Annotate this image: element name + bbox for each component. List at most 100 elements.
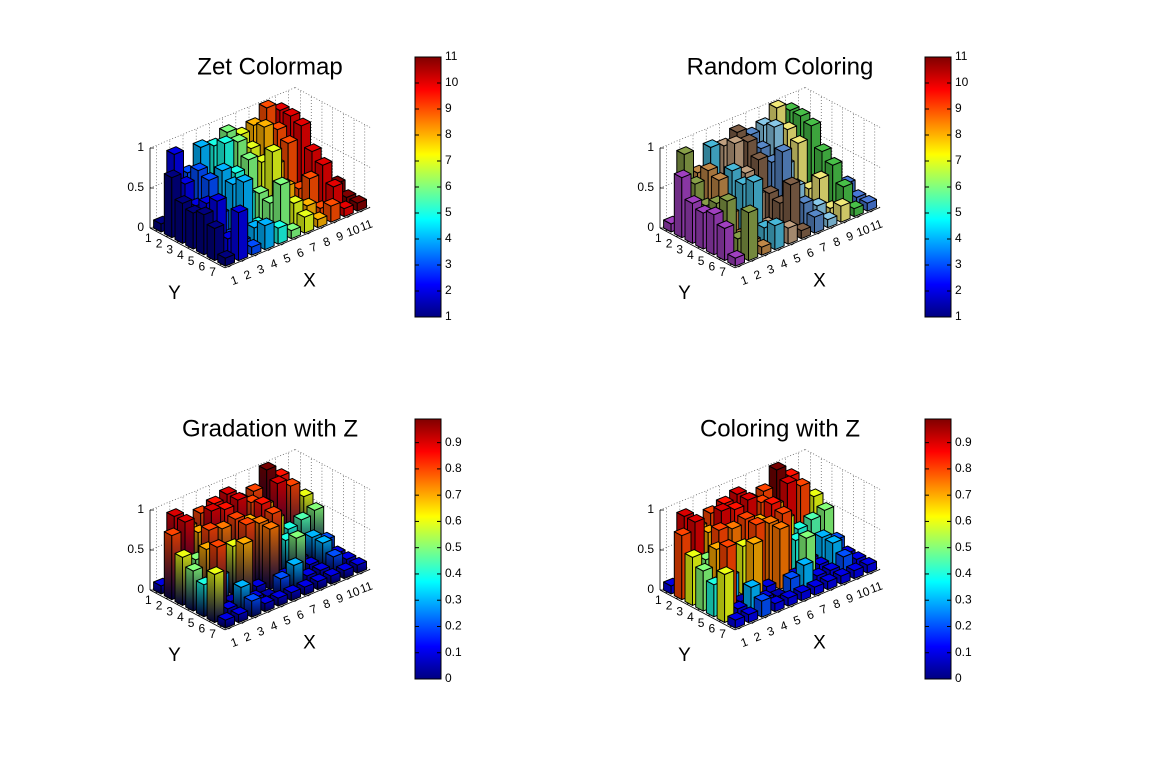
x-tick-label: 6 [805, 607, 816, 623]
chart-title: Gradation with Z [182, 415, 358, 442]
bar [740, 606, 759, 624]
colorbar-tick-label: 6 [955, 179, 962, 193]
z-tick-label: 0 [137, 220, 144, 234]
colorbar-tick-label: 4 [445, 231, 452, 245]
x-tick-label: 3 [765, 624, 776, 640]
y-tick-label: 2 [666, 599, 673, 613]
colorbar-tick-label: 0.9 [955, 435, 972, 449]
y-tick-label: 3 [166, 242, 173, 256]
z-tick-label: 1 [647, 502, 654, 516]
z-tick-label: 0.5 [127, 180, 144, 194]
x-tick-label: 8 [321, 596, 332, 612]
y-tick-label: 4 [687, 248, 694, 262]
bar [859, 194, 877, 212]
colorbar-tick-label: 0.3 [445, 592, 462, 606]
colorbar-tick-label: 0.4 [445, 566, 462, 580]
colorbar-tick-label: 0.5 [955, 540, 972, 554]
colorbar-tick-label: 0.1 [445, 645, 462, 659]
y-axis-label: Y [168, 645, 181, 666]
y-axis-label: Y [678, 645, 691, 666]
x-tick-label: 8 [831, 234, 842, 250]
x-tick-label: 11 [358, 579, 375, 597]
y-tick-label: 1 [145, 593, 152, 607]
colorbar-tick-label: 1 [445, 309, 452, 323]
x-axis-label: X [303, 633, 316, 654]
bar [349, 194, 367, 212]
x-tick-label: 10 [854, 222, 872, 240]
x-tick-label: 9 [334, 591, 345, 607]
bar [716, 566, 735, 623]
y-tick-label: 2 [666, 237, 673, 251]
x-axis-label: X [813, 271, 826, 292]
grid-line [659, 449, 806, 511]
bar [716, 220, 735, 261]
x-tick-label: 3 [765, 262, 776, 278]
colorbar-tick-label: 3 [445, 257, 452, 271]
x-tick-label: 5 [281, 251, 292, 267]
y-axis-label: Y [168, 283, 181, 304]
x-tick-label: 1 [229, 273, 240, 289]
y-tick-label: 5 [698, 254, 705, 268]
x-tick-label: 4 [268, 256, 279, 272]
y-tick-label: 6 [199, 260, 206, 274]
x-tick-label: 8 [321, 234, 332, 250]
colorbar-tick-label: 10 [445, 75, 459, 89]
bar [766, 217, 785, 251]
bar [272, 176, 291, 234]
colorbar-tick-label: 2 [445, 283, 452, 297]
y-tick-label: 6 [709, 622, 716, 636]
x-tick-label: 9 [334, 229, 345, 245]
y-tick-label: 1 [655, 593, 662, 607]
x-tick-label: 2 [752, 629, 763, 645]
colorbar-tick-label: 5 [445, 205, 452, 219]
bar [793, 222, 811, 240]
colorbar-tick-label: 0.6 [955, 514, 972, 528]
y-tick-label: 3 [166, 604, 173, 618]
x-tick-label: 3 [255, 262, 266, 278]
z-tick-label: 0.5 [127, 542, 144, 556]
colorbar-tick-label: 0.3 [955, 592, 972, 606]
axis-line [149, 227, 226, 269]
y-tick-label: 7 [209, 627, 216, 641]
bar [727, 611, 745, 629]
y-axis-label: Y [678, 283, 691, 304]
grid-line [295, 449, 371, 490]
x-tick-label: 7 [818, 240, 829, 256]
axis-line [734, 569, 881, 631]
colorbar [924, 418, 952, 680]
z-tick-label: 1 [137, 502, 144, 516]
colorbar-tick-label: 5 [955, 205, 962, 219]
axis-line [659, 589, 736, 631]
axis-line [149, 589, 226, 631]
colorbar-tick-label: 0.2 [955, 619, 972, 633]
colorbar-tick-label: 0 [445, 671, 452, 685]
colorbar-tick-label: 9 [955, 101, 962, 115]
y-tick-label: 6 [709, 260, 716, 274]
colorbar-tick-label: 0.6 [445, 514, 462, 528]
x-tick-label: 1 [229, 635, 240, 651]
colorbar-tick-label: 8 [445, 127, 452, 141]
x-tick-label: 1 [739, 635, 750, 651]
chart-title: Coloring with Z [700, 415, 860, 442]
colorbar-tick-label: 9 [445, 101, 452, 115]
colorbar [414, 418, 442, 680]
z-tick-label: 0 [137, 582, 144, 596]
z-tick-label: 1 [137, 140, 144, 154]
x-tick-label: 4 [778, 618, 789, 634]
colorbar-tick-label: 11 [445, 49, 458, 63]
x-tick-label: 5 [281, 613, 292, 629]
chart-title: Random Coloring [687, 53, 874, 80]
colorbar-tick-label: 4 [955, 231, 962, 245]
colorbar-tick-label: 7 [955, 153, 962, 167]
z-tick-label: 1 [647, 140, 654, 154]
z-tick-label: 0 [647, 582, 654, 596]
bar [270, 589, 288, 607]
colorbar-tick-label: 0.7 [445, 487, 462, 501]
y-tick-label: 5 [698, 616, 705, 630]
bar [349, 556, 367, 574]
x-tick-label: 5 [791, 613, 802, 629]
x-tick-label: 11 [358, 217, 375, 235]
